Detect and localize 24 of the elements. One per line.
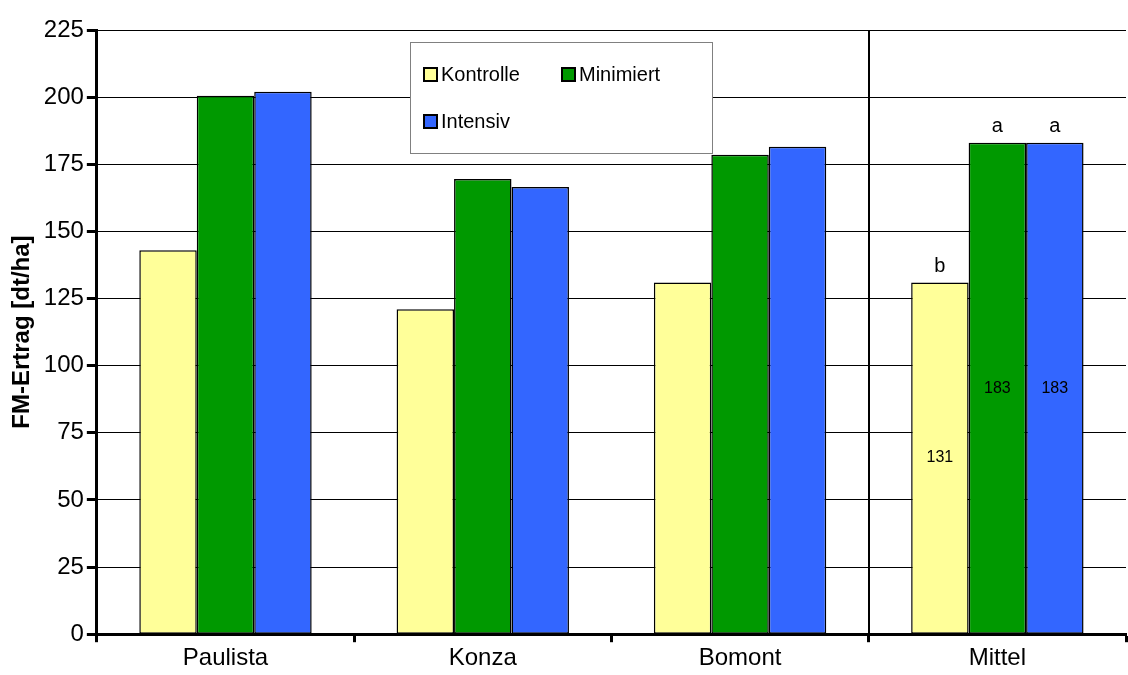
x-tick-label: Konza — [448, 643, 518, 671]
annotation: b — [934, 253, 946, 276]
data-label: 183 — [1041, 378, 1069, 396]
legend-label: Kontrolle — [441, 63, 520, 86]
x-tick-label: Mittel — [968, 643, 1027, 671]
y-tick-label: 175 — [43, 148, 84, 176]
y-tick-label: 125 — [43, 283, 84, 311]
y-tick-label: 0 — [70, 618, 84, 646]
x-tick-label: Paulista — [182, 643, 269, 671]
y-tick-label: 75 — [57, 417, 84, 445]
annotation: a — [1049, 114, 1062, 137]
y-tick-label: 25 — [57, 551, 84, 579]
y-tick-label: 100 — [43, 350, 84, 378]
y-axis-title: FM-Ertrag [dt/ha] — [7, 235, 35, 429]
y-tick-label: 50 — [57, 484, 84, 512]
legend-label: Minimiert — [579, 63, 661, 86]
data-label: 183 — [984, 378, 1011, 396]
y-tick-label: 200 — [43, 81, 84, 109]
legend-label: Intensiv — [441, 110, 510, 133]
annotation: a — [991, 114, 1004, 137]
y-tick-label: 150 — [43, 216, 84, 244]
y-tick-label: 225 — [43, 14, 84, 42]
x-tick-label: Bomont — [698, 643, 782, 671]
data-label: 131 — [926, 448, 954, 466]
